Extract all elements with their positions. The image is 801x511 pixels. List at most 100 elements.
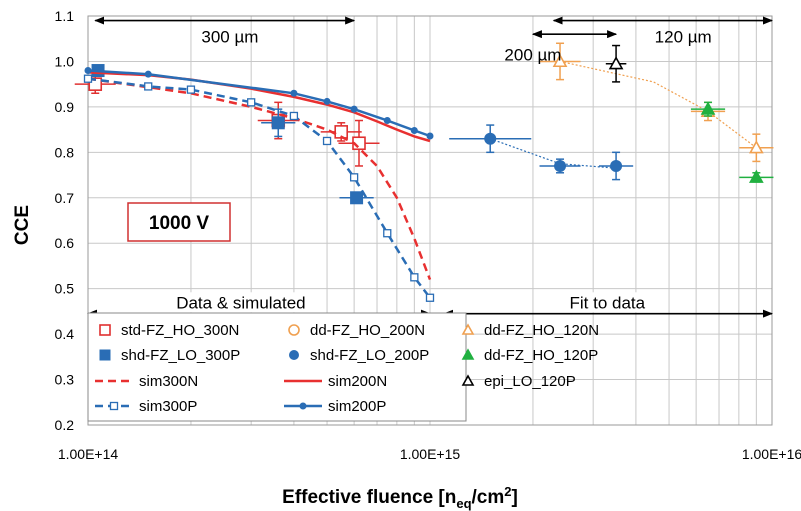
- voltage-box: 1000 V: [127, 202, 231, 242]
- y-tick-label: 1.0: [55, 53, 75, 69]
- marker-square-open: [99, 324, 111, 336]
- legend-item-dd-fz-ho-120n: dd-FZ_HO_120N: [461, 322, 599, 339]
- marker-triangle-open: [461, 323, 475, 335]
- legend-item-sim200p: sim200P: [284, 398, 386, 415]
- marker-triangle-filled: [461, 348, 475, 360]
- marker-circle-filled: [290, 89, 298, 97]
- marker-square-open: [383, 229, 392, 238]
- sim300n-line: [87, 77, 432, 281]
- y-tick-label: 0.8: [55, 144, 75, 160]
- plot-frame: [87, 15, 773, 426]
- legend-item-shd-fz-lo-200p: shd-FZ_LO_200P: [289, 347, 429, 364]
- x-axis-title: Effective fluence [neq/cm2]: [282, 484, 518, 511]
- marker-circle-filled: [350, 105, 358, 113]
- y-tick-label: 0.9: [55, 99, 75, 115]
- voltage-label: 1000 V: [149, 213, 210, 234]
- marker-triangle-open: [748, 140, 764, 154]
- legend-label: dd-FZ_HO_120N: [484, 322, 599, 339]
- sim300p-line: [87, 77, 431, 299]
- legend-box: [87, 312, 467, 422]
- label-background: [169, 292, 313, 313]
- y-tick-label: 0.2: [55, 417, 75, 433]
- marker-circle-filled: [383, 117, 391, 125]
- series-sim300p: [83, 74, 435, 302]
- x-tick-label: 1.00E+14: [58, 446, 119, 462]
- legend-label: shd-FZ_LO_300P: [121, 347, 240, 364]
- marker-circle-filled: [410, 127, 418, 135]
- legend-item-shd-fz-lo-300p: shd-FZ_LO_300P: [99, 347, 240, 364]
- series-shd-fz-lo-200p: [449, 124, 634, 181]
- marker-square-filled: [271, 116, 285, 130]
- legend-item-std-fz-ho-300n: std-FZ_HO_300N: [99, 322, 239, 339]
- y-tick-label: 0.3: [55, 372, 75, 388]
- y-tick-label: 0.4: [55, 326, 75, 342]
- legend-label: epi_LO_120P: [484, 373, 576, 390]
- legend-label: dd-FZ_HO_120P: [484, 347, 598, 364]
- marker-circle-filled: [323, 97, 331, 105]
- marker-triangle-open: [461, 374, 475, 386]
- legend-item-sim300n: sim300N: [95, 373, 198, 390]
- axes: 0.2 0.3 0.4 0.5 0.6 0.7 0.8 0.9 1.0 1.1 1.00E+14 1.…: [55, 8, 801, 462]
- series-epi-lo-120p: [605, 44, 627, 83]
- x-tick-label: 1.00E+15: [400, 446, 461, 462]
- marker-circle-filled: [484, 132, 497, 145]
- marker-circle-filled: [299, 402, 307, 410]
- marker-triangle-filled: [748, 169, 764, 183]
- legend-label: sim200P: [328, 398, 386, 415]
- marker-square-open: [425, 293, 435, 302]
- annotation-200-m: 200 µm: [504, 46, 561, 65]
- annotation-120-m: 120 µm: [655, 27, 712, 46]
- legend-item-sim300p: sim300P: [95, 398, 197, 415]
- sim200p-line: [87, 69, 431, 138]
- legend-item-dd-fz-ho-120p: dd-FZ_HO_120P: [461, 347, 598, 364]
- legend-label: sim200N: [328, 373, 387, 390]
- marker-circle-filled: [426, 132, 434, 140]
- annotation-fit-to-data: Fit to data: [570, 293, 646, 312]
- fit-120n-line: [559, 60, 757, 149]
- marker-square-open: [349, 173, 359, 182]
- y-tick-label: 0.7: [55, 190, 75, 206]
- marker-circle-filled: [610, 159, 623, 172]
- label-background: [556, 292, 659, 313]
- marker-circle-filled: [84, 67, 92, 75]
- legend-label: sim300P: [139, 398, 197, 415]
- marker-square-open: [247, 98, 256, 107]
- legend-item-epi-lo-120p: epi_LO_120P: [461, 373, 576, 390]
- marker-triangle-open: [608, 56, 624, 70]
- marker-square-filled: [99, 349, 111, 361]
- legend-item-sim200n: sim200N: [284, 373, 387, 390]
- marker-square-open: [289, 111, 299, 121]
- marker-square-open: [109, 401, 119, 411]
- annotation-data-simulated: Data & simulated: [176, 293, 305, 312]
- series-sim300n: [87, 77, 432, 281]
- series-sim200p: [84, 67, 434, 140]
- annotations: 300 µm 200 µm 120 µm Data & simulated Fit to…: [87, 16, 773, 318]
- marker-circle-filled: [289, 350, 299, 360]
- voltage-box-frame: [127, 202, 231, 242]
- series-dd-fz-ho-120p: [690, 101, 774, 183]
- marker-square-open: [322, 136, 332, 146]
- data-series: [74, 42, 774, 302]
- marker-square-open: [410, 273, 419, 282]
- marker-circle-filled: [144, 70, 152, 78]
- legend-item-dd-fz-ho-200n: dd-FZ_HO_200N: [288, 322, 425, 339]
- y-axis-title: CCE: [12, 205, 33, 245]
- fit-lines: [489, 60, 757, 169]
- marker-circle-open: [288, 324, 300, 336]
- marker-square-filled: [350, 191, 364, 205]
- marker-triangle-filled: [700, 101, 716, 115]
- marker-triangle-open: [552, 53, 568, 68]
- y-tick-label: 0.5: [55, 281, 75, 297]
- marker-circle-filled: [554, 159, 567, 172]
- marker-square-open: [83, 74, 93, 83]
- annotation-300-m: 300 µm: [201, 27, 258, 46]
- marker-square-open: [88, 77, 103, 91]
- y-tick-label: 0.6: [55, 235, 75, 251]
- legend: std-FZ_HO_300N dd-FZ_HO_200N dd-FZ_HO_120N…: [87, 312, 599, 422]
- y-tick-label: 1.1: [55, 8, 75, 24]
- fit-200p-line: [489, 138, 617, 169]
- legend-label: dd-FZ_HO_200N: [310, 322, 425, 339]
- legend-label: shd-FZ_LO_200P: [310, 347, 429, 364]
- series-dd-fz-ho-120n: [539, 42, 774, 163]
